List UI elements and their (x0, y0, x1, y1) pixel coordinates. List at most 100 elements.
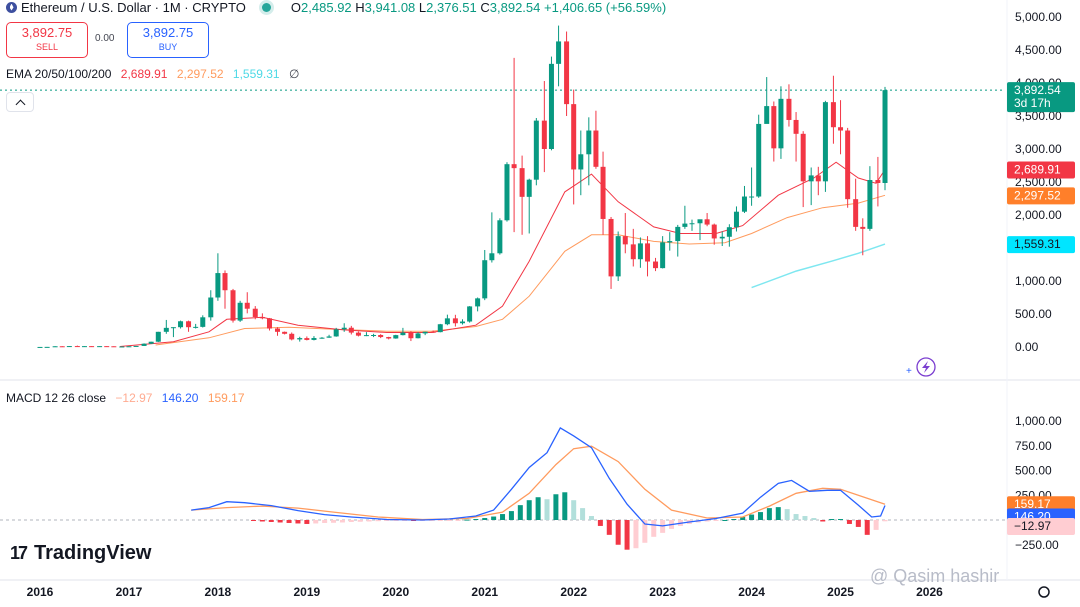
price-tick-label: 4,500.00 (1015, 43, 1062, 57)
histogram-bar (811, 518, 817, 520)
price-tick-label: 2,500.00 (1015, 175, 1062, 189)
histogram-bar (500, 514, 506, 520)
histogram-bar (508, 511, 514, 520)
histogram-bar (339, 520, 345, 523)
candle (533, 117, 539, 186)
histogram-bar (731, 519, 737, 521)
histogram-bar (571, 500, 577, 520)
candle (311, 336, 317, 341)
histogram-bar (322, 520, 328, 523)
candle (511, 57, 517, 233)
macd-signal-value: 159.17 (207, 391, 245, 405)
candle (489, 212, 495, 263)
histogram-bar (295, 520, 301, 524)
ohlc-values: O2,485.92 H3,941.08 L2,376.51 C3,892.54 … (290, 0, 667, 15)
candle (733, 206, 739, 232)
ema50-path (155, 194, 886, 346)
candle (741, 185, 747, 214)
candle (822, 100, 828, 192)
candle (586, 117, 592, 186)
price-grid (0, 0, 1080, 581)
histogram-bar (588, 516, 594, 520)
candle (452, 314, 458, 327)
candle (326, 334, 332, 338)
candle (875, 156, 881, 207)
buy-button[interactable]: 3,892.75 BUY (127, 22, 209, 58)
histogram-bar (455, 520, 461, 521)
histogram-bar (882, 520, 888, 522)
histogram-bar (624, 520, 630, 550)
candle (297, 336, 303, 342)
candle (422, 331, 428, 336)
histogram-bar (313, 520, 319, 524)
histogram-bar (553, 494, 559, 520)
gear-icon (1038, 586, 1050, 598)
histogram-bar (820, 520, 826, 522)
candle (371, 333, 377, 338)
tradingview-icon: 17 (10, 543, 28, 563)
histogram-bar (713, 520, 719, 521)
histogram-bar (393, 520, 399, 521)
histogram-bar (749, 514, 755, 520)
histogram-bar (838, 519, 844, 521)
time-tick-label: 2021 (471, 585, 498, 599)
symbol-title: Ethereum / U.S. Dollar · 1M · CRYPTO (21, 0, 246, 15)
candle (830, 75, 836, 144)
candle (504, 162, 510, 222)
buy-label: BUY (158, 42, 178, 52)
histogram-bar (357, 520, 363, 522)
macd-tick-label: 750.00 (1015, 439, 1052, 453)
candle (341, 323, 347, 332)
histogram-bar (802, 516, 808, 520)
candle (578, 130, 584, 196)
price-tick-label: 3,000.00 (1015, 142, 1062, 156)
candle (764, 77, 770, 124)
candle (660, 236, 666, 269)
histogram-bar (784, 509, 790, 520)
macd-legend[interactable]: MACD 12 26 close −12.97 146.20 159.17 (6, 391, 245, 405)
histogram-bar (775, 507, 781, 520)
histogram-bar (402, 520, 408, 521)
time-tick-label: 2020 (382, 585, 409, 599)
candle (148, 341, 154, 345)
histogram-bar (580, 508, 586, 520)
candle (689, 219, 695, 231)
candle (786, 84, 792, 127)
time-tick-label: 2016 (27, 585, 54, 599)
collapse-legend-button[interactable] (6, 92, 34, 112)
chevron-up-icon (15, 99, 25, 109)
candle (771, 101, 777, 162)
price-tick-label: 500.00 (1015, 307, 1052, 321)
candle (386, 336, 392, 340)
sell-button[interactable]: 3,892.75 SELL (6, 22, 88, 58)
time-tick-label: 2023 (649, 585, 676, 599)
candle (89, 346, 95, 348)
ema-legend[interactable]: EMA 20/50/100/200 2,689.91 2,297.52 1,55… (6, 67, 299, 81)
macd-value: 146.20 (161, 391, 199, 405)
histogram-bar (633, 520, 639, 549)
candle (564, 31, 570, 116)
price-tick-label: 5,000.00 (1015, 10, 1062, 24)
histogram-bar (757, 512, 763, 520)
candle (793, 112, 799, 162)
candle (74, 345, 80, 348)
histogram-bar (446, 520, 452, 521)
histogram-bar (722, 520, 728, 521)
histogram-bar (259, 520, 265, 522)
ema50-value: 2,297.52 (176, 67, 224, 81)
histogram-bar (864, 520, 870, 535)
market-open-icon (261, 2, 271, 12)
candle (186, 320, 192, 332)
candle (215, 253, 221, 301)
svg-text:3d 17h: 3d 17h (1014, 96, 1051, 110)
time-tick-label: 2026 (916, 585, 943, 599)
histogram-bar (375, 520, 381, 522)
histogram-bar (642, 520, 648, 543)
histogram-bar (544, 499, 550, 520)
histogram-bar (286, 520, 292, 523)
candle (711, 223, 717, 245)
candle (697, 219, 703, 241)
tradingview-logo[interactable]: 17 TradingView (10, 542, 151, 565)
time-tick-label: 2022 (560, 585, 587, 599)
